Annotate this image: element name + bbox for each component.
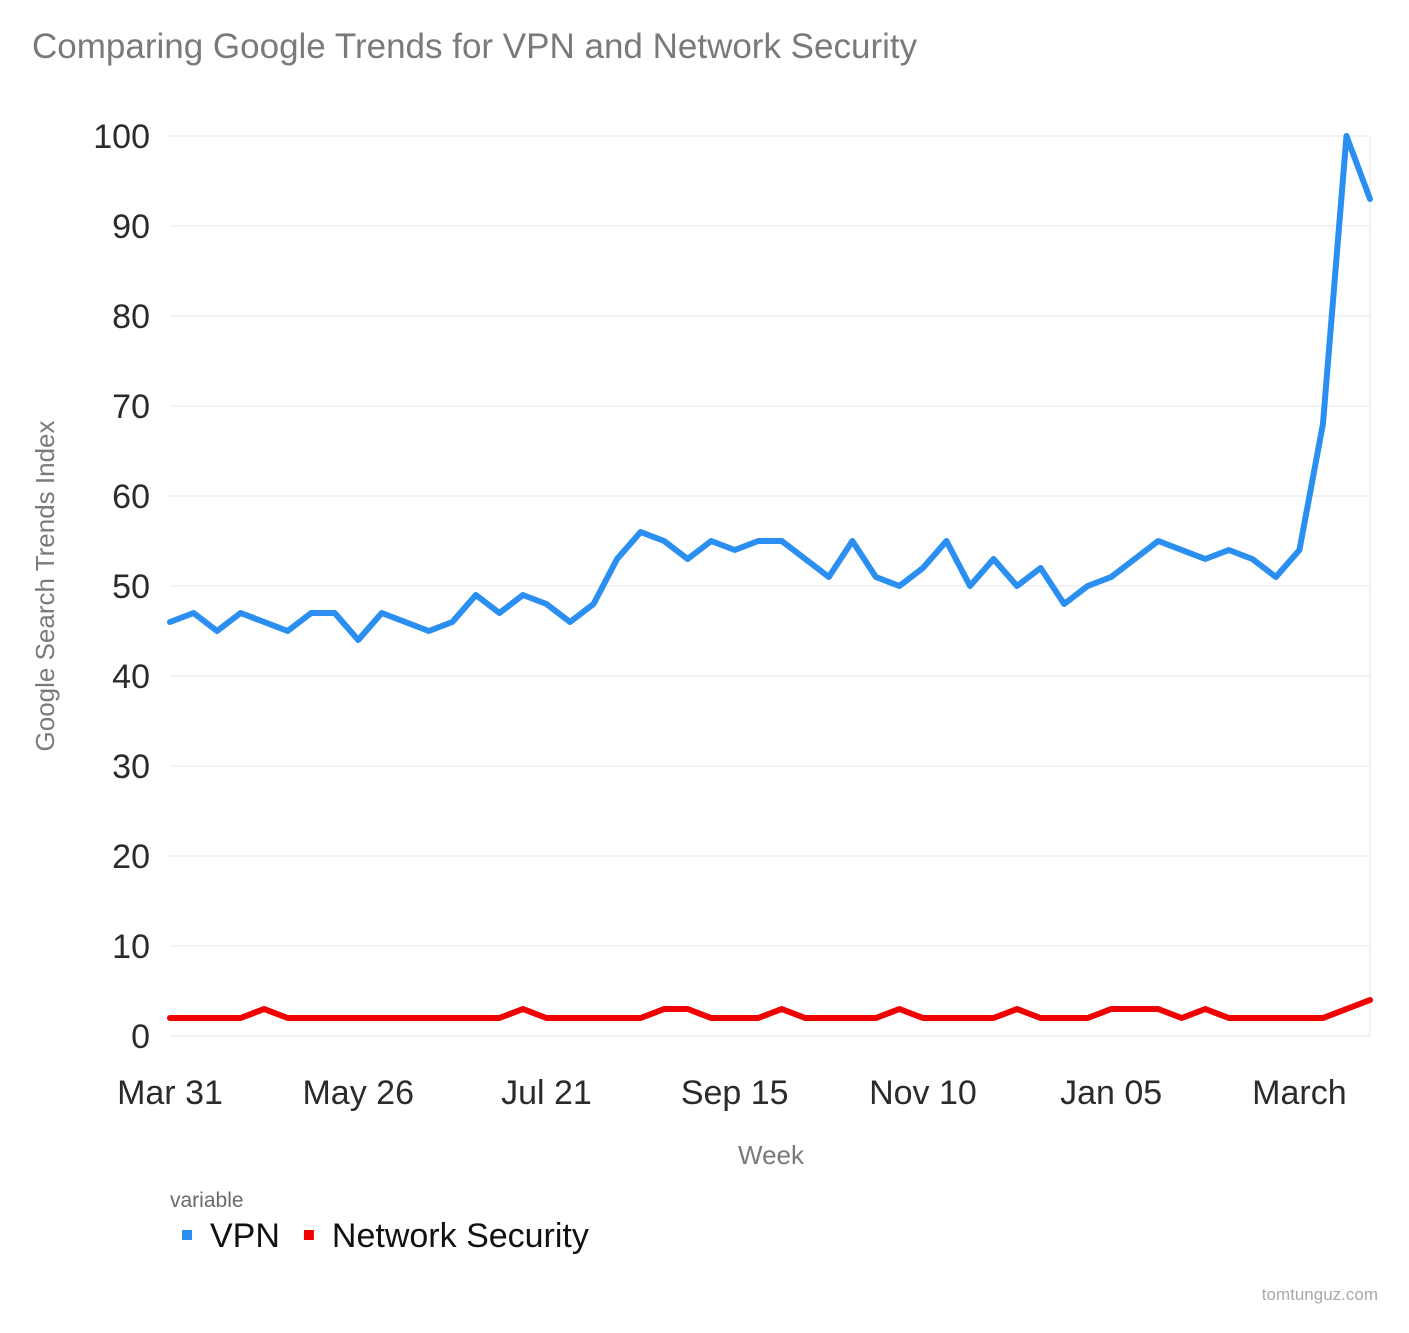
y-axis-ticks: 0 10 20 30 40 50 60 70 80 90 100 <box>93 118 150 1056</box>
y-tick-label: 40 <box>112 658 150 696</box>
gridlines <box>170 135 1371 1037</box>
chart-title: Comparing Google Trends for VPN and Netw… <box>32 27 918 66</box>
x-axis-ticks: Mar 31 May 26 Jul 21 Sep 15 Nov 10 Jan 05 Marc… <box>117 1074 1347 1112</box>
x-tick-label: Nov 10 <box>869 1074 977 1112</box>
y-tick-label: 100 <box>93 118 150 156</box>
x-tick-label: Mar 31 <box>117 1074 223 1112</box>
series-line-vpn <box>167 133 1373 643</box>
y-tick-label: 20 <box>112 838 150 876</box>
x-axis-title: Week <box>738 1140 805 1170</box>
legend: VPN Network Security <box>182 1217 589 1255</box>
y-tick-label: 30 <box>112 748 150 786</box>
y-tick-label: 70 <box>112 388 150 426</box>
y-tick-label: 80 <box>112 298 150 336</box>
legend-marker-vpn <box>182 1230 192 1240</box>
legend-label-vpn: VPN <box>210 1217 280 1255</box>
series-line-network-security <box>167 997 1373 1021</box>
y-tick-label: 10 <box>112 928 150 966</box>
y-tick-label: 60 <box>112 478 150 516</box>
x-tick-label: May 26 <box>302 1074 414 1112</box>
y-tick-label: 50 <box>112 568 150 606</box>
y-tick-label: 0 <box>131 1018 150 1056</box>
legend-title: variable <box>170 1189 244 1212</box>
x-tick-label: Jan 05 <box>1060 1074 1162 1112</box>
series-lines <box>167 133 1373 1021</box>
y-axis-title: Google Search Trends Index <box>30 421 60 752</box>
y-tick-label: 90 <box>112 208 150 246</box>
watermark: tomtunguz.com <box>1262 1285 1378 1304</box>
legend-label-network-security: Network Security <box>332 1217 589 1255</box>
x-tick-label: Sep 15 <box>681 1074 789 1112</box>
x-tick-label: March <box>1252 1074 1346 1112</box>
x-tick-label: Jul 21 <box>501 1074 592 1112</box>
legend-marker-network-security <box>303 1230 314 1240</box>
